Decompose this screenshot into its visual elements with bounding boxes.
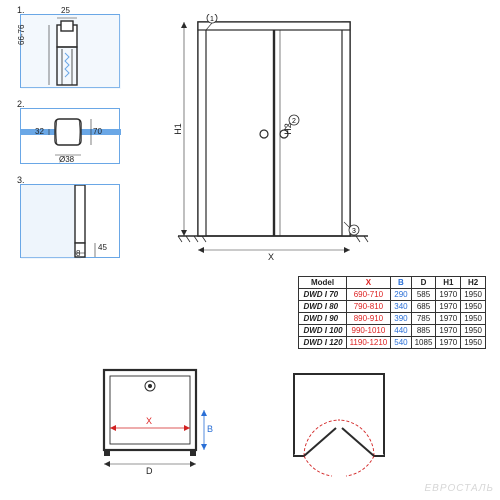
table-header: H1	[436, 277, 461, 289]
table-cell: 1950	[461, 301, 486, 313]
detail-3-number: 3.	[17, 175, 25, 185]
table-row: DWD I 80790-81034068519701950	[299, 301, 486, 313]
detail-2: 2. Ø38 32 70	[20, 108, 120, 164]
plan-d: D	[146, 466, 153, 476]
table-cell: 1085	[411, 337, 436, 349]
table-cell: 1950	[461, 325, 486, 337]
table-cell: 785	[411, 313, 436, 325]
table-header: X	[346, 277, 391, 289]
table-cell: 1970	[436, 289, 461, 301]
table-cell: 790-810	[346, 301, 391, 313]
detail-2-depth: 70	[93, 127, 102, 136]
plan-tray: X D B	[90, 364, 210, 480]
table-cell: 1970	[436, 337, 461, 349]
svg-text:3: 3	[352, 228, 356, 235]
elev-x: X	[268, 252, 274, 262]
detail-2-number: 2.	[17, 99, 25, 109]
table-cell: 890-910	[346, 313, 391, 325]
detail-1-drawing	[21, 15, 121, 89]
table-cell: 1970	[436, 325, 461, 337]
table-header: D	[411, 277, 436, 289]
table-cell: 1950	[461, 337, 486, 349]
table-cell: 1970	[436, 313, 461, 325]
table-cell: 290	[391, 289, 411, 301]
detail-1: 1. 25 66-76	[20, 14, 120, 88]
table-row: DWD I 1201190-1210540108519701950	[299, 337, 486, 349]
table-cell: 1950	[461, 289, 486, 301]
table-cell: 440	[391, 325, 411, 337]
detail-1-number: 1.	[17, 5, 25, 15]
plan-x: X	[146, 416, 152, 426]
table-cell: 1970	[436, 301, 461, 313]
plan-b: B	[207, 424, 213, 434]
table-cell: 685	[411, 301, 436, 313]
table-cell: 990-1010	[346, 325, 391, 337]
svg-text:1: 1	[210, 16, 214, 23]
elevation-drawing: 1 2 3 H1 H2 X	[168, 14, 374, 262]
table-cell: 585	[411, 289, 436, 301]
table-cell: DWD I 90	[299, 313, 346, 325]
watermark: ЕВРОСТАЛЬ	[425, 483, 495, 494]
elev-h1: H1	[173, 123, 183, 135]
table-header: B	[391, 277, 411, 289]
dimension-table: ModelXBDH1H2 DWD I 70690-710290585197019…	[298, 276, 486, 349]
table-cell: 540	[391, 337, 411, 349]
table-row: DWD I 70690-71029058519701950	[299, 289, 486, 301]
table-cell: DWD I 70	[299, 289, 346, 301]
detail-1-height: 66-76	[17, 25, 26, 45]
detail-2-gap: 32	[35, 127, 44, 136]
table-cell: 690-710	[346, 289, 391, 301]
detail-1-width: 25	[61, 6, 70, 15]
table-header: Model	[299, 277, 346, 289]
table-cell: 885	[411, 325, 436, 337]
table-cell: 390	[391, 313, 411, 325]
table-cell: 1190-1210	[346, 337, 391, 349]
plan-swing	[284, 368, 394, 478]
elev-h2: H2	[283, 123, 293, 135]
table-cell: 340	[391, 301, 411, 313]
detail-3-width: 8	[76, 249, 80, 258]
table-cell: DWD I 120	[299, 337, 346, 349]
table-cell: DWD I 100	[299, 325, 346, 337]
table-row: DWD I 90890-91039078519701950	[299, 313, 486, 325]
detail-2-dia: Ø38	[59, 155, 74, 164]
detail-3: 3. 8 45	[20, 184, 120, 258]
table-cell: 1950	[461, 313, 486, 325]
table-row: DWD I 100990-101044088519701950	[299, 325, 486, 337]
table-cell: DWD I 80	[299, 301, 346, 313]
table-header: H2	[461, 277, 486, 289]
detail-3-height: 45	[98, 243, 107, 252]
